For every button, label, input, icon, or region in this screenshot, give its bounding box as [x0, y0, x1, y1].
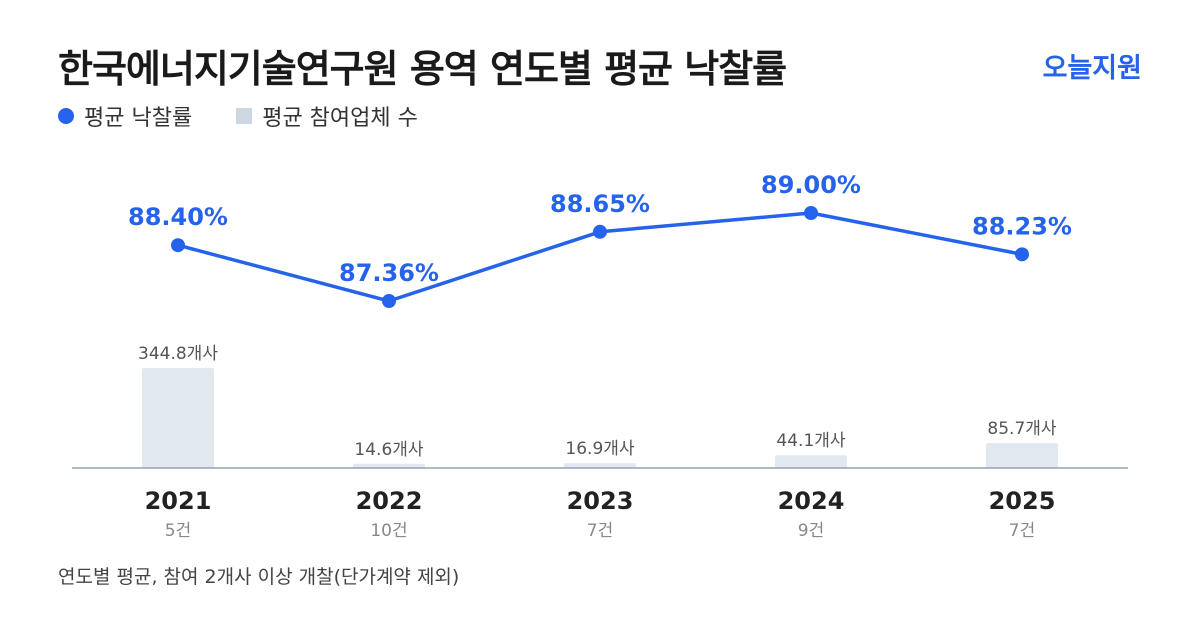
- x-sublabel: 9건: [798, 521, 824, 541]
- rate-value-label: 89.00%: [761, 171, 861, 199]
- rate-point: [1015, 247, 1029, 262]
- rate-value-label: 88.65%: [550, 190, 650, 218]
- bar: [775, 455, 847, 468]
- x-tick-label: 2023: [567, 487, 634, 515]
- rate-point: [804, 206, 818, 220]
- x-tick-label: 2024: [778, 487, 845, 515]
- x-tick-label: 2021: [145, 487, 212, 515]
- x-sublabel: 7건: [1009, 521, 1035, 541]
- bar: [564, 463, 636, 468]
- rate-value-label: 87.36%: [339, 259, 439, 287]
- x-tick-label: 2025: [989, 487, 1056, 515]
- bar: [986, 443, 1058, 468]
- legend-item-rate: 평균 낙찰률: [58, 100, 192, 132]
- legend-bidders-label: 평균 참여업체 수: [262, 106, 418, 131]
- legend: 평균 낙찰률 평균 참여업체 수: [58, 100, 462, 132]
- x-sublabel: 10건: [370, 521, 407, 541]
- x-sublabel: 5건: [165, 521, 191, 541]
- x-sublabel: 7건: [587, 521, 613, 541]
- rate-point: [171, 238, 185, 253]
- footnote: 연도별 평균, 참여 2개사 이상 개찰(단가계약 제외): [58, 566, 460, 588]
- bar-value-label: 16.9개사: [565, 439, 634, 459]
- bar-value-label: 344.8개사: [138, 344, 218, 364]
- x-tick-label: 2022: [356, 487, 423, 515]
- bar-value-label: 85.7개사: [987, 419, 1056, 439]
- rate-value-label: 88.23%: [972, 212, 1072, 240]
- legend-dot-icon: [58, 108, 74, 124]
- bar: [353, 463, 425, 468]
- legend-square-icon: [236, 108, 253, 124]
- legend-rate-label: 평균 낙찰률: [84, 106, 193, 131]
- page-title: 한국에너지기술연구원 용역 연도별 평균 낙찰률: [58, 47, 787, 91]
- rate-point: [382, 294, 396, 308]
- bar-value-label: 44.1개사: [776, 431, 845, 451]
- rate-value-label: 88.40%: [128, 203, 228, 231]
- brand-logo[interactable]: 오늘지원: [1042, 53, 1142, 84]
- bar: [142, 368, 214, 468]
- legend-item-bidders: 평균 참여업체 수: [236, 100, 418, 132]
- bar-value-label: 14.6개사: [354, 440, 423, 460]
- rate-point: [593, 224, 607, 239]
